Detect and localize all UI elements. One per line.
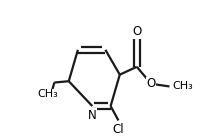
Text: CH₃: CH₃ — [37, 89, 58, 99]
Text: O: O — [146, 77, 156, 90]
Text: N: N — [88, 109, 97, 122]
Text: Cl: Cl — [113, 123, 124, 136]
Text: O: O — [132, 25, 141, 38]
Text: CH₃: CH₃ — [173, 81, 194, 91]
